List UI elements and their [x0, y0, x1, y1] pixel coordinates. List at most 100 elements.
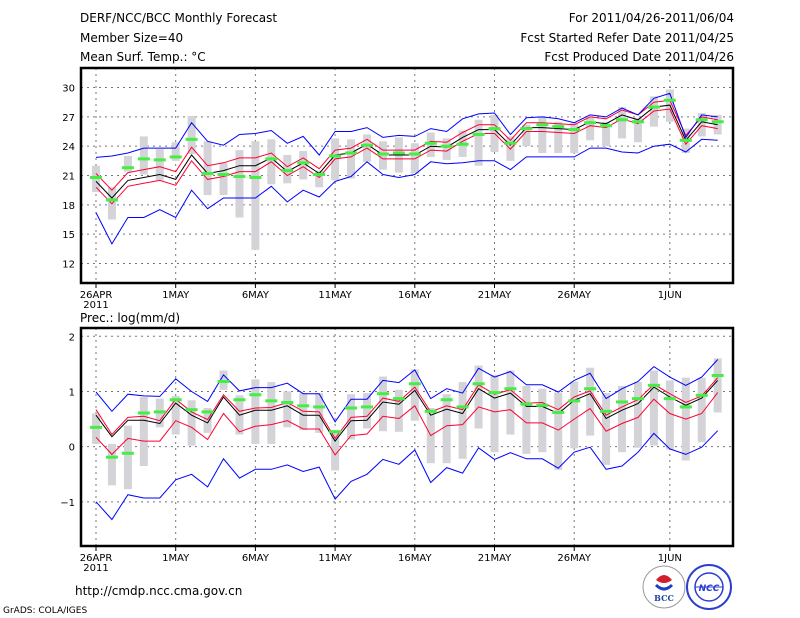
mean-line: [95, 380, 719, 442]
x-tick-label: 26APR: [80, 290, 113, 301]
marker-dash: [520, 127, 533, 131]
marker-dash: [345, 406, 358, 410]
marker-dash: [695, 393, 708, 397]
marker-dash: [679, 405, 692, 409]
marker-dash: [584, 121, 597, 125]
marker-dash: [249, 175, 262, 179]
marker-dash: [121, 451, 134, 455]
range-box: [378, 376, 387, 432]
y-tick-label: 27: [62, 113, 75, 124]
y-tick-label: 12: [62, 259, 75, 270]
range-box: [570, 122, 579, 154]
range-box: [203, 408, 212, 433]
y-tick-label: 15: [62, 230, 75, 241]
precip-panel-title: Prec.: log(mm/d): [80, 311, 180, 325]
min-line: [95, 430, 719, 521]
forecast-produced-date: Fcst Produced Date 2011/04/26: [544, 50, 734, 64]
grads-credit: GrADS: COLA/IGES: [3, 606, 87, 616]
marker-dash: [663, 397, 676, 401]
marker-dash: [201, 410, 214, 414]
marker-dash: [424, 409, 437, 413]
marker-dash: [600, 124, 613, 128]
bcc-logo: BCC: [642, 565, 686, 609]
source-url[interactable]: http://cmdp.ncc.cma.gov.cn: [75, 584, 242, 598]
y-tick-label: 24: [62, 142, 75, 153]
range-box: [187, 115, 196, 154]
range-box: [522, 385, 531, 454]
range-box: [602, 121, 611, 147]
marker-dash: [663, 98, 676, 102]
marker-dash: [137, 157, 150, 161]
plot-frame: [79, 66, 735, 285]
y-tick-label: 0: [69, 443, 75, 454]
marker-dash: [249, 393, 262, 397]
marker-dash: [472, 132, 485, 136]
range-box: [649, 370, 658, 446]
max-line: [95, 359, 719, 423]
y-tick-label: 1: [69, 387, 75, 398]
range-box: [155, 149, 164, 181]
y-tick-label: 21: [62, 172, 75, 183]
marker-dash: [647, 105, 660, 109]
range-box: [251, 379, 260, 444]
spread-lower-line: [95, 392, 719, 456]
range-box: [123, 155, 132, 172]
x-tick-label: 16MAY: [398, 553, 432, 564]
marker-dash: [105, 198, 118, 202]
range-box: [283, 391, 292, 428]
range-box: [522, 124, 531, 147]
marker-dash: [313, 405, 326, 409]
marker-dash: [440, 144, 453, 148]
x-tick-label: 6MAY: [242, 553, 270, 564]
range-box: [347, 394, 356, 440]
marker-dash: [616, 118, 629, 122]
x-tick-label: 1JUN: [658, 290, 682, 301]
range-box: [107, 443, 116, 486]
marker-dash: [568, 128, 581, 132]
ncc-logo: NCC: [686, 564, 732, 610]
marker-dash: [360, 143, 373, 147]
marker-dash: [584, 387, 597, 391]
marker-dash: [711, 120, 724, 124]
range-box: [586, 117, 595, 141]
marker-dash: [376, 152, 389, 156]
marker-dash: [313, 173, 326, 177]
marker-dash: [90, 175, 102, 179]
marker-dash: [552, 410, 565, 414]
marker-dash: [456, 405, 469, 409]
marker-dash: [297, 161, 310, 165]
range-box: [633, 117, 642, 143]
range-box: [299, 151, 308, 180]
member-size: Member Size=40: [80, 31, 183, 45]
x-tick-label: 11MAY: [318, 290, 352, 301]
marker-dash: [185, 408, 198, 412]
marker-dash: [440, 398, 453, 402]
marker-dash: [169, 398, 182, 402]
marker-dash: [297, 404, 310, 408]
spread-lower-line: [95, 108, 718, 205]
range-box: [618, 107, 627, 139]
precipitation-panel: −1 0 1 2 26APR 1MAY 6MAY 11MAY 16MAY 21MAY 26MAY 1J…: [60, 326, 735, 574]
x-tick-label: 1JUN: [658, 553, 682, 564]
marker-dash: [679, 138, 692, 142]
range-box: [697, 377, 706, 443]
y-tick-label: 18: [62, 201, 75, 212]
figure-title: DERF/NCC/BCC Monthly Forecast: [80, 11, 277, 25]
marker-dash: [552, 125, 565, 129]
mean-line: [95, 104, 718, 199]
spread-upper-line: [95, 377, 719, 440]
marker-dash: [265, 399, 278, 403]
marker-dash: [568, 399, 581, 403]
range-box: [171, 395, 180, 435]
marker-dash: [281, 401, 294, 405]
range-box: [235, 150, 244, 218]
x-tick-label: 16MAY: [398, 290, 432, 301]
marker-dash: [616, 400, 629, 404]
x-tick-label: 21MAY: [478, 553, 512, 564]
marker-dash: [536, 123, 549, 127]
temperature-panel: 12 15 18 21 24 27 30 26APR 1MAY 6MAY 11MAY 16MAY 21M…: [62, 66, 735, 311]
marker-dash: [456, 142, 469, 146]
forecast-started-date: Fcst Started Refer Date 2011/04/25: [520, 31, 734, 45]
svg-text:NCC: NCC: [699, 584, 720, 594]
marker-dash: [488, 127, 501, 131]
